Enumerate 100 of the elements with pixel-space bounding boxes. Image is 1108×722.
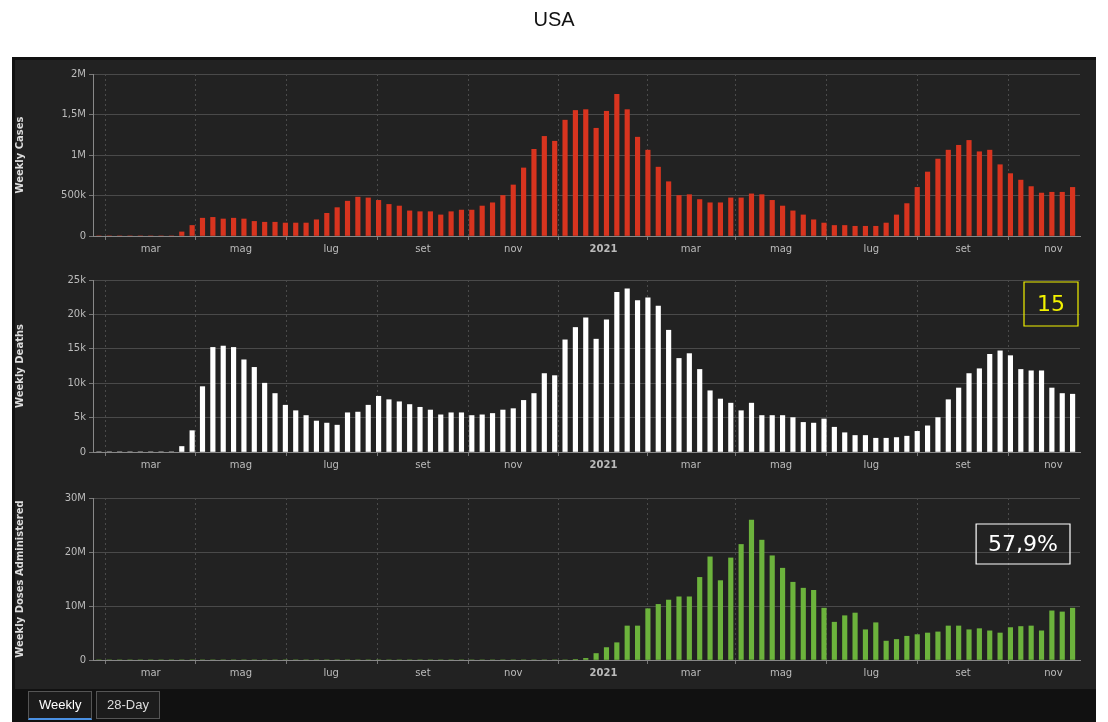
chart-title: USA bbox=[532, 8, 576, 31]
bar bbox=[697, 577, 703, 660]
bar bbox=[500, 409, 506, 452]
bar bbox=[1070, 607, 1076, 660]
bar bbox=[686, 194, 692, 236]
bar bbox=[893, 214, 900, 236]
bar bbox=[811, 590, 817, 660]
bar bbox=[686, 353, 692, 452]
bar bbox=[624, 625, 630, 660]
x-tick-label: 2021 bbox=[589, 242, 618, 254]
bar bbox=[458, 209, 465, 236]
bar bbox=[790, 210, 796, 236]
y-tick-label: 2M bbox=[71, 67, 86, 79]
bar bbox=[956, 144, 962, 236]
bar bbox=[976, 368, 982, 452]
bar bbox=[1007, 173, 1014, 236]
bar bbox=[407, 210, 413, 236]
bar bbox=[831, 621, 837, 660]
bar bbox=[800, 587, 806, 660]
bar bbox=[448, 412, 454, 452]
bar bbox=[738, 410, 744, 452]
y-tick-label: 0 bbox=[79, 229, 86, 241]
bar bbox=[997, 350, 1003, 452]
bar bbox=[645, 608, 651, 660]
bar bbox=[852, 612, 858, 660]
bar bbox=[883, 222, 889, 236]
x-tick-label: mag bbox=[229, 666, 253, 678]
bar bbox=[179, 231, 185, 236]
bar bbox=[769, 555, 775, 660]
bar bbox=[427, 211, 433, 236]
bar bbox=[1059, 393, 1065, 452]
bar bbox=[966, 140, 972, 236]
bar bbox=[313, 420, 320, 452]
bar bbox=[614, 93, 620, 236]
y-tick-label: 20k bbox=[67, 307, 87, 319]
bar bbox=[510, 184, 516, 236]
bar bbox=[210, 347, 216, 452]
y-tick-label: 0 bbox=[79, 445, 86, 457]
bar bbox=[614, 642, 620, 660]
bar bbox=[893, 437, 900, 452]
bar bbox=[707, 390, 713, 452]
bar bbox=[562, 119, 568, 236]
bar bbox=[282, 222, 288, 236]
bar bbox=[883, 640, 889, 660]
x-tick-label: lug bbox=[863, 458, 880, 470]
y-tick-label: 1M bbox=[71, 148, 86, 160]
bar bbox=[676, 195, 682, 236]
bar bbox=[396, 401, 402, 452]
bar bbox=[966, 373, 972, 452]
bar bbox=[738, 544, 744, 660]
bar bbox=[552, 140, 558, 236]
bar bbox=[914, 187, 920, 236]
bar bbox=[179, 446, 185, 452]
y-tick-label: 5k bbox=[73, 411, 87, 423]
bar bbox=[303, 222, 309, 236]
bar bbox=[262, 382, 268, 452]
x-tick-label: mag bbox=[769, 666, 793, 678]
bar bbox=[541, 136, 547, 236]
bar bbox=[676, 596, 682, 660]
x-tick-label: nov bbox=[1044, 242, 1063, 254]
bar bbox=[904, 635, 910, 660]
bar bbox=[344, 200, 351, 236]
bar bbox=[583, 317, 589, 452]
bar bbox=[987, 353, 993, 452]
bar bbox=[883, 437, 889, 452]
bar bbox=[438, 214, 444, 236]
bar bbox=[355, 411, 361, 452]
bar bbox=[1007, 355, 1014, 452]
bar bbox=[873, 225, 879, 236]
bar bbox=[1059, 611, 1065, 660]
bar bbox=[790, 581, 796, 660]
y-tick-label: 10k bbox=[67, 376, 87, 388]
bar bbox=[324, 212, 330, 236]
bar bbox=[1028, 625, 1034, 660]
y-tick-label: 30M bbox=[64, 491, 86, 503]
bar bbox=[572, 110, 578, 236]
bar bbox=[634, 300, 641, 452]
y-tick-label: 20M bbox=[64, 545, 86, 557]
bar bbox=[655, 305, 661, 452]
bar bbox=[852, 435, 858, 452]
bar bbox=[293, 410, 299, 452]
x-tick-label: set bbox=[955, 666, 971, 678]
y-axis-title: Weekly Cases bbox=[13, 116, 25, 194]
bar bbox=[697, 199, 703, 236]
x-tick-label: nov bbox=[504, 666, 523, 678]
bar bbox=[1049, 191, 1055, 236]
bar bbox=[231, 347, 237, 452]
bar bbox=[842, 432, 848, 452]
bar bbox=[552, 375, 558, 452]
bar bbox=[842, 615, 848, 660]
bar bbox=[189, 430, 195, 452]
bar bbox=[531, 393, 537, 452]
bar bbox=[510, 408, 516, 452]
bar bbox=[821, 222, 827, 236]
bar bbox=[334, 424, 340, 452]
bar bbox=[1038, 192, 1045, 236]
x-tick-label: 2021 bbox=[589, 666, 618, 678]
annotation: 15 bbox=[1037, 290, 1065, 316]
bar bbox=[811, 219, 817, 236]
x-tick-label: 2021 bbox=[589, 458, 618, 470]
